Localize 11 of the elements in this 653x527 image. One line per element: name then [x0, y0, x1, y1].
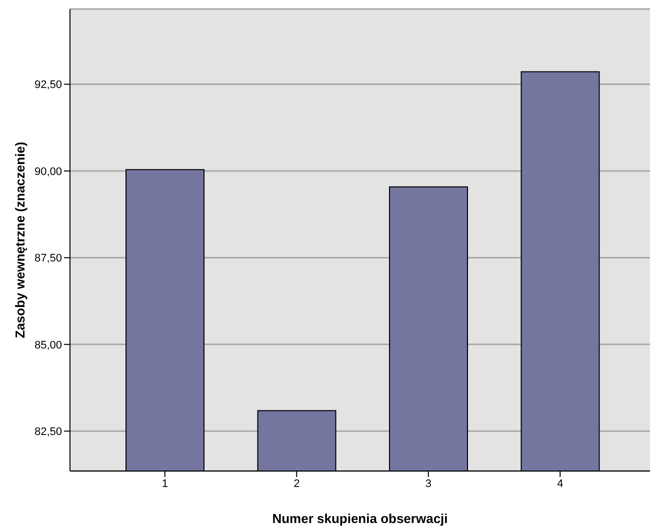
x-axis-title: Numer skupienia obserwacji — [272, 511, 448, 526]
y-tick-label: 90,00 — [34, 166, 62, 178]
x-tick-label: 2 — [294, 478, 300, 490]
y-tick-label: 85,00 — [34, 339, 62, 352]
x-tick-label: 1 — [162, 478, 168, 490]
y-tick-label: 87,50 — [34, 252, 62, 265]
y-tick-label: 82,50 — [34, 426, 62, 438]
y-axis-title: Zasoby wewnętrzne (znaczenie) — [12, 142, 28, 338]
x-tick-label: 4 — [557, 478, 564, 490]
y-tick-label: 92,50 — [34, 79, 62, 92]
x-tick-label: 3 — [425, 478, 432, 490]
